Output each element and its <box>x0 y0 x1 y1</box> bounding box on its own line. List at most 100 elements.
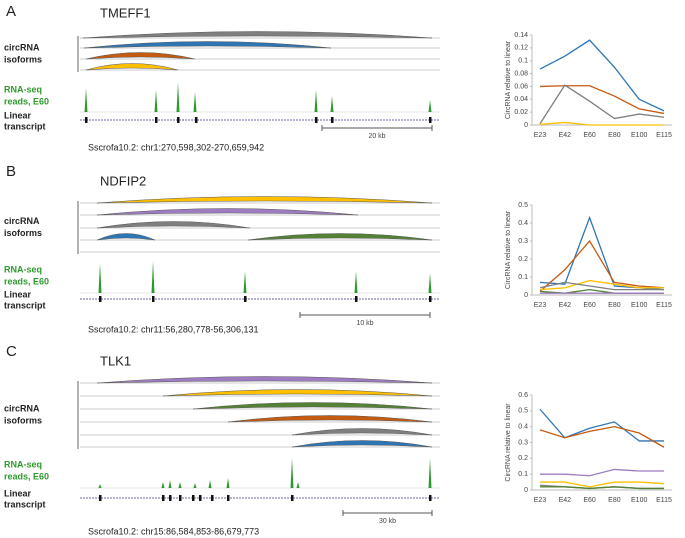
x-tick-label: E42 <box>559 302 572 309</box>
exon <box>211 495 214 501</box>
x-tick-label: E80 <box>608 132 621 139</box>
isoform-arc <box>85 63 179 71</box>
y-tick-label: 0.6 <box>518 392 528 399</box>
series-line <box>539 121 664 126</box>
isoform-arc <box>85 52 196 60</box>
read-peak <box>151 261 155 293</box>
y-tick-label: 0 <box>524 487 528 494</box>
x-tick-label: E23 <box>534 132 547 139</box>
isoform-arc <box>96 221 251 229</box>
isoform-arc <box>291 440 433 448</box>
isoform-arc <box>96 208 359 216</box>
y-axis-label: CircRNA relative to linear <box>505 210 512 289</box>
read-peak <box>176 82 180 112</box>
coords: Sscrofa10.2: chr15:86,584,853-86,679,773 <box>88 526 259 536</box>
y-tick-label: 0.1 <box>518 58 528 65</box>
isoforms-label: isoforms <box>4 54 42 64</box>
isoform-arc <box>96 233 156 241</box>
y-axis-label: CircRNA relative to linear <box>505 40 512 119</box>
read-peak <box>290 458 294 488</box>
y-tick-label: 0.12 <box>514 45 528 52</box>
read-peak <box>193 483 197 488</box>
x-tick-label: E60 <box>583 497 596 504</box>
x-tick-label: E42 <box>559 132 572 139</box>
series-line <box>539 281 664 291</box>
y-tick-label: 0.4 <box>518 220 528 227</box>
read-peak <box>208 480 212 488</box>
reads-label: RNA-seq <box>4 264 42 274</box>
isoform-arc <box>247 233 433 241</box>
x-tick-label: E80 <box>608 497 621 504</box>
read-peak <box>330 96 334 112</box>
read-peak <box>178 482 182 488</box>
read-peak <box>354 271 358 293</box>
read-peak <box>314 90 318 112</box>
exon <box>192 495 195 501</box>
exon <box>227 495 230 501</box>
x-tick-label: E80 <box>608 302 621 309</box>
x-tick-label: E100 <box>631 302 647 309</box>
series-line <box>540 481 665 488</box>
coords: Sscrofa10.2: chr11:56,280,778-56,306,131 <box>88 324 258 334</box>
isoforms-label: circRNA <box>4 403 40 413</box>
isoform-arc <box>96 196 433 204</box>
isoforms-label: isoforms <box>4 415 42 425</box>
exon <box>169 495 172 501</box>
y-tick-label: 0.4 <box>518 424 528 431</box>
isoform-arc <box>83 41 332 49</box>
x-tick-label: E60 <box>583 132 596 139</box>
y-tick-label: 0.5 <box>518 202 528 209</box>
read-peak <box>193 92 197 112</box>
read-peak <box>168 480 172 488</box>
isoforms-label: circRNA <box>4 216 40 226</box>
exon <box>162 495 165 501</box>
y-tick-label: 0 <box>524 122 528 129</box>
x-tick-label: E115 <box>656 497 672 504</box>
transcript-label: transcript <box>4 499 46 509</box>
exon <box>291 495 294 501</box>
series-line <box>539 215 665 291</box>
exon <box>195 117 198 123</box>
scale-label: 30 kb <box>379 518 396 525</box>
isoform-arc <box>96 376 433 384</box>
reads-label: reads, E60 <box>4 276 49 286</box>
series-line <box>539 279 664 291</box>
transcript-label: Linear <box>4 488 32 498</box>
y-tick-label: 0.2 <box>518 455 528 462</box>
read-peak <box>98 263 102 293</box>
gene-name: TMEFF1 <box>100 5 151 20</box>
exon <box>199 495 202 501</box>
reads-label: reads, E60 <box>4 96 49 106</box>
x-tick-label: E23 <box>534 497 547 504</box>
x-tick-label: E60 <box>583 302 596 309</box>
gene-name: TLK1 <box>100 353 131 368</box>
exon <box>429 117 432 123</box>
exon <box>244 296 247 302</box>
x-tick-label: E42 <box>559 497 572 504</box>
isoform-arc <box>82 31 433 39</box>
scale-label: 10 kb <box>356 320 373 327</box>
read-peak <box>428 458 432 488</box>
isoform-arc <box>227 415 433 423</box>
y-tick-label: 0.08 <box>514 70 528 77</box>
read-peak <box>98 484 102 488</box>
exon <box>177 117 180 123</box>
transcript-label: transcript <box>4 121 46 131</box>
panel-letter: A <box>6 3 16 20</box>
read-peak <box>428 100 432 112</box>
exon <box>99 495 102 501</box>
series-line <box>539 426 665 448</box>
isoform-arc <box>291 428 433 436</box>
y-axis-label: CircRNA relative to linear <box>505 403 512 482</box>
exon <box>179 495 182 501</box>
exon <box>315 117 318 123</box>
reads-label: RNA-seq <box>4 84 42 94</box>
y-tick-label: 0.06 <box>514 83 528 90</box>
series-line <box>539 408 664 442</box>
series-line <box>539 85 665 115</box>
series-line <box>540 486 664 490</box>
exon <box>429 296 432 302</box>
y-tick-label: 0.3 <box>518 439 528 446</box>
series-line <box>539 39 665 112</box>
